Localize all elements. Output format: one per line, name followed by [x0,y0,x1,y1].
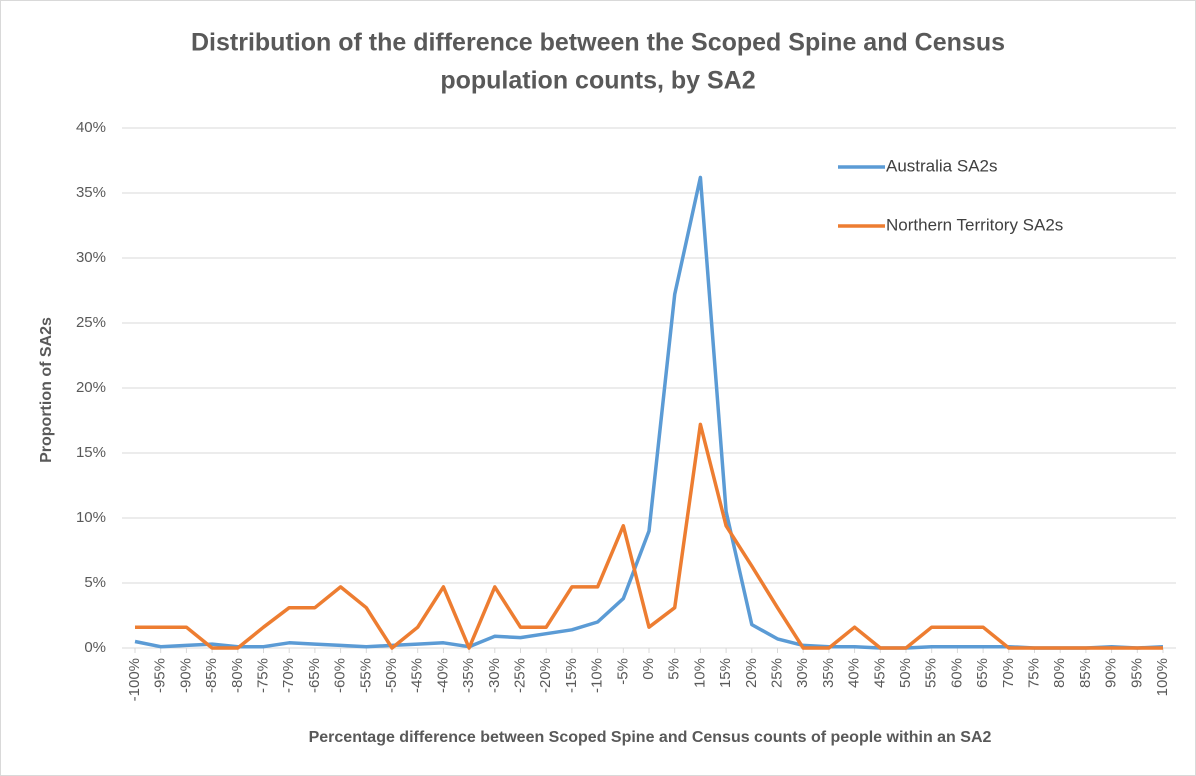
x-tick-label: 50% [897,658,914,688]
legend-label: Northern Territory SA2s [886,215,1063,234]
x-tick-label: 90% [1103,658,1120,688]
x-tick-label: -100% [126,658,143,701]
x-tick-label: -25% [511,658,528,693]
y-tick-label: 40% [76,119,106,136]
x-tick-label: -20% [537,658,554,693]
y-tick-label: 15% [76,444,106,461]
x-tick-label: -95% [152,658,169,693]
y-tick-label: 10% [76,509,106,526]
y-tick-label: 20% [76,379,106,396]
legend: Australia SA2s Northern Territory SA2s [838,156,1063,234]
x-tick-label: 10% [691,658,708,688]
x-tick-label: -80% [229,658,246,693]
x-tick-label: -85% [203,658,220,693]
x-tick-label: -40% [434,658,451,693]
x-tick-label: -60% [332,658,349,693]
x-tick-label: -35% [460,658,477,693]
x-tick-label: 60% [948,658,965,688]
x-tick-label: 25% [768,658,785,688]
x-tick-label: 70% [1000,658,1017,688]
x-tick-label: 95% [1128,658,1145,688]
x-tick-label: 65% [974,658,991,688]
x-tick-label: 55% [923,658,940,688]
x-tick-label: -70% [280,658,297,693]
x-tick-label: 35% [820,658,837,688]
x-axis-title: Percentage difference between Scoped Spi… [309,729,992,746]
x-tick-label: 45% [871,658,888,688]
x-tick-label: 0% [640,658,657,680]
y-tick-label: 0% [84,639,106,656]
x-tick-label: -75% [254,658,271,693]
x-tick-label: 80% [1051,658,1068,688]
x-tick-label: -55% [357,658,374,693]
x-tick-label: -5% [614,658,631,685]
x-tick-label: 5% [666,658,683,680]
x-tick-label: -45% [409,658,426,693]
data-line [134,175,1164,650]
x-tick-label: 85% [1077,658,1094,688]
x-tick-label: -15% [563,658,580,693]
x-tick-label: 30% [794,658,811,688]
x-tick-label: 100% [1154,658,1171,696]
y-axis-title: Proportion of SA2s [38,317,55,463]
x-tick-label: -30% [486,658,503,693]
data-line [135,422,1163,650]
chart-title: Distribution of the difference between t… [191,29,1005,57]
x-tick-label: 20% [743,658,760,688]
y-tick-label: 35% [76,184,106,201]
x-tick-label: 15% [717,658,734,688]
y-tick-label: 5% [84,574,106,591]
x-tick-label: 40% [846,658,863,688]
x-tick-label: -65% [306,658,323,693]
x-tick-label: -10% [589,658,606,693]
x-tick-label: -50% [383,658,400,693]
x-tick-label: -90% [177,658,194,693]
y-tick-label: 25% [76,314,106,331]
legend-label: Australia SA2s [886,156,998,175]
x-tick-label: 75% [1025,658,1042,688]
chart-title: population counts, by SA2 [440,67,755,95]
y-tick-label: 30% [76,249,106,266]
